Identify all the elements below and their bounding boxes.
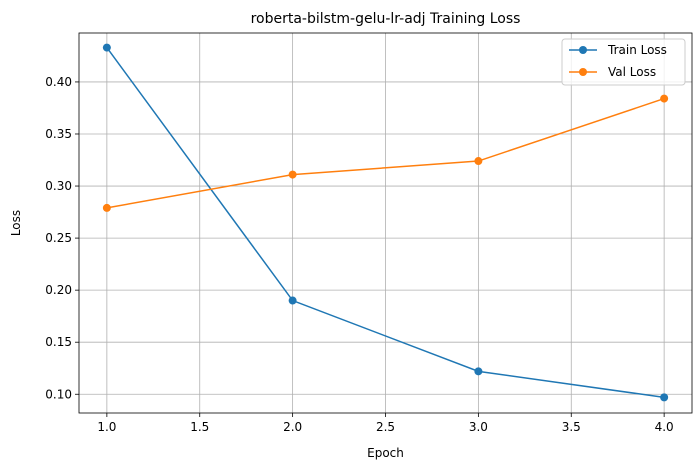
train-loss-point	[660, 393, 669, 402]
x-tick-label: 3.5	[562, 420, 581, 434]
y-tick-label: 0.10	[45, 387, 72, 401]
chart-title: roberta-bilstm-gelu-lr-adj Training Loss	[251, 11, 521, 27]
x-tick-label: 4.0	[655, 420, 674, 434]
y-tick-label: 0.20	[45, 283, 72, 297]
train-loss-legend-marker	[579, 46, 587, 54]
axis-ticks: 1.0 1.5 2.0 2.5 3.0 3.5 4.0 0.10 0.15 0.20 0.25 0.3…	[45, 75, 673, 434]
x-tick-label: 3.0	[469, 420, 488, 434]
y-tick-label: 0.35	[45, 127, 72, 141]
y-axis-label: Loss	[9, 210, 23, 236]
train-loss-point	[102, 43, 111, 52]
grid	[79, 33, 692, 413]
series-layer	[102, 43, 669, 402]
train-loss-line	[106, 47, 665, 399]
x-tick-label: 1.0	[97, 420, 116, 434]
legend: Train Loss Val Loss	[561, 38, 686, 86]
y-tick-label: 0.15	[45, 335, 72, 349]
val-loss-legend-marker	[579, 68, 587, 76]
val-loss-point	[102, 203, 111, 212]
val-loss-line	[106, 97, 665, 209]
train-loss-legend-label: Train Loss	[607, 43, 667, 57]
val-loss-point	[660, 94, 669, 103]
x-tick-label: 1.5	[190, 420, 209, 434]
y-tick-label: 0.25	[45, 231, 72, 245]
x-axis-label: Epoch	[367, 446, 404, 460]
val-loss-point	[474, 157, 483, 166]
y-tick-label: 0.40	[45, 75, 72, 89]
y-tick-label: 0.30	[45, 179, 72, 193]
val-loss-point	[288, 170, 297, 179]
train-loss-point	[288, 296, 297, 305]
train-loss-point	[474, 367, 483, 376]
x-tick-label: 2.5	[376, 420, 395, 434]
x-tick-label: 2.0	[283, 420, 302, 434]
val-loss-legend-label: Val Loss	[608, 65, 656, 79]
